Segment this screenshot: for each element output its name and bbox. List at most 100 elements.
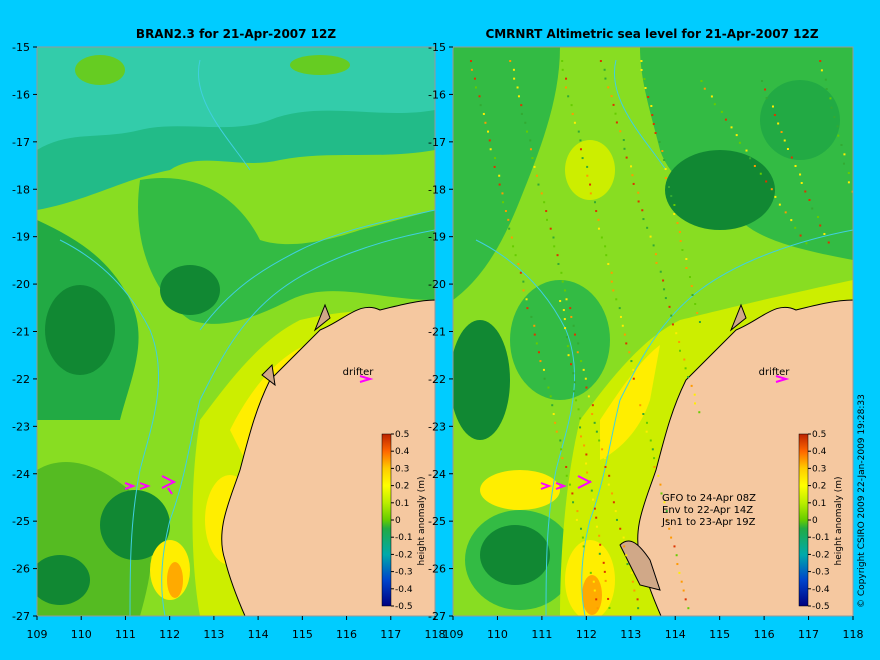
altimeter-track-point — [582, 545, 585, 548]
altimeter-track-point — [622, 139, 625, 142]
altimeter-track-point — [571, 112, 574, 115]
altimeter-track-point — [664, 168, 667, 170]
altimeter-track-point — [783, 139, 786, 142]
altimeter-track-point — [660, 492, 663, 495]
altimeter-track-point — [604, 77, 607, 80]
altimeter-track-point — [614, 510, 617, 513]
altimeter-track-point — [604, 245, 607, 248]
altimeter-track-point — [473, 77, 476, 80]
altimeter-track-point — [771, 105, 774, 108]
y-tick-label: -21 — [428, 326, 446, 339]
altimeter-track-point — [808, 199, 811, 201]
y-tick-label: -21 — [12, 326, 30, 339]
altimeter-track-point — [621, 324, 624, 327]
altimeter-track-point — [811, 207, 814, 210]
altimeter-track-point — [581, 157, 584, 160]
altimeter-track-point — [577, 408, 580, 411]
colorbar-tick-label: 0.2 — [395, 482, 409, 492]
colorbar-tick-label: 0.4 — [395, 447, 410, 457]
altimeter-track-point — [586, 165, 589, 168]
altimeter-track-point — [604, 579, 607, 582]
colorbar-tick-label: -0.2 — [812, 550, 830, 560]
colorbar-tick-label: -0.1 — [395, 533, 413, 543]
altimeter-track-point — [661, 150, 664, 152]
altimeter-track-point — [573, 390, 576, 393]
x-tick-label: 118 — [843, 628, 864, 641]
altimeter-track-point — [474, 86, 477, 89]
altimeter-track-point — [679, 240, 682, 242]
altimeter-track-point — [586, 471, 589, 474]
y-tick-label: -25 — [428, 515, 446, 528]
altimeter-track-point — [593, 421, 596, 424]
satellite-info-jsn1: Jsn1 to 23-Apr 19Z — [661, 517, 756, 528]
altimeter-track-point — [693, 393, 696, 396]
altimeter-track-point — [561, 457, 564, 460]
altimeter-track-point — [551, 404, 554, 407]
altimeter-track-point — [510, 236, 513, 239]
colorbar-tick-label: -0.4 — [395, 585, 413, 595]
altimeter-track-point — [610, 280, 613, 283]
altimeter-track-point — [570, 363, 573, 366]
right-panel-title: CMRNRT Altimetric sea level for 21-Apr-2… — [485, 27, 818, 41]
altimeter-track-point — [579, 527, 582, 530]
altimeter-track-point — [653, 457, 656, 460]
altimeter-track-point — [615, 298, 618, 301]
altimeter-track-point — [642, 413, 645, 416]
altimeter-track-point — [665, 510, 668, 513]
altimeter-track-point — [668, 186, 671, 188]
colorbar-tick-label: 0.4 — [812, 447, 827, 457]
altimeter-track-point — [615, 121, 618, 124]
altimeter-track-point — [487, 130, 490, 133]
colorbar-tick-label: 0.5 — [395, 430, 409, 440]
altimeter-track-point — [576, 351, 579, 354]
altimeter-track-point — [484, 121, 487, 124]
altimeter-track-point — [678, 340, 681, 343]
x-tick-label: 116 — [754, 628, 775, 641]
altimeter-track-point — [665, 518, 668, 521]
altimeter-track-point — [469, 60, 472, 62]
altimeter-track-point — [607, 597, 610, 600]
altimeter-track-point — [572, 372, 575, 375]
altimeter-track-point — [512, 68, 515, 71]
altimeter-track-point — [535, 342, 538, 345]
altimeter-track-point — [682, 589, 685, 592]
altimeter-track-point — [668, 305, 671, 308]
altimeter-track-point — [645, 421, 648, 424]
altimeter-track-point — [552, 413, 555, 416]
altimeter-track-point — [579, 426, 582, 429]
altimeter-track-point — [671, 323, 674, 326]
left-colorbar-label: height anomaly (m) — [417, 476, 427, 565]
altimeter-track-point — [653, 465, 656, 468]
altimeter-track-point — [687, 607, 690, 610]
x-tick-label: 117 — [380, 628, 401, 641]
y-tick-label: -27 — [12, 610, 30, 623]
altimeter-track-point — [680, 580, 683, 583]
y-tick-label: -22 — [428, 373, 446, 386]
altimeter-track-point — [654, 132, 657, 134]
altimeter-track-point — [827, 241, 830, 244]
altimeter-track-point — [524, 121, 527, 124]
altimeter-track-point — [494, 157, 497, 160]
colorbar-tick-label: 0.1 — [812, 499, 826, 509]
altimeter-track-point — [655, 261, 658, 264]
y-tick-label: -24 — [428, 468, 446, 481]
altimeter-track-point — [584, 554, 587, 557]
altimeter-track-point — [603, 68, 606, 71]
y-tick-label: -26 — [12, 563, 30, 576]
altimeter-track-point — [565, 298, 568, 301]
altimeter-track-point — [577, 342, 580, 345]
altimeter-track-point — [557, 262, 560, 265]
altimeter-track-point — [676, 563, 679, 566]
y-tick-label: -18 — [428, 183, 446, 196]
altimeter-track-point — [773, 114, 776, 116]
altimeter-track-point — [619, 130, 622, 133]
altimeter-track-point — [745, 149, 748, 152]
altimeter-track-point — [840, 144, 843, 146]
altimeter-track-point — [535, 174, 538, 177]
y-tick-label: -19 — [428, 231, 446, 244]
altimeter-track-point — [519, 271, 522, 274]
altimeter-track-point — [539, 360, 542, 363]
altimeter-track-point — [764, 88, 767, 91]
altimeter-track-point — [683, 358, 686, 361]
altimeter-track-point — [562, 309, 565, 312]
